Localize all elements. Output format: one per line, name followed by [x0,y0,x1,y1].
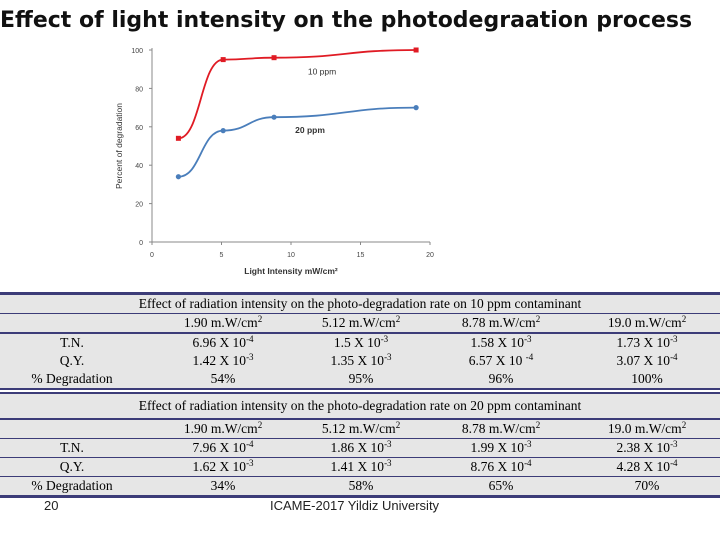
chart-canvas: 0 20 40 60 80 100 0 5 10 15 20 Percent of degradati… [114,47,434,276]
table-row: T.N. 7.96 X 10-4 1.86 X 10-3 1.99 X 10-3… [0,439,720,457]
row-label: Q.Y. [59,353,85,368]
table-cell: 6.96 X 10-4 [192,334,254,351]
data-point [220,128,226,134]
data-point [220,57,226,63]
table-cell: 34% [210,478,236,493]
header-cell: 5.12 m.W/cm2 [321,314,401,331]
row-label: Q.Y. [59,459,85,474]
series-label: 20 ppm [295,125,325,135]
x-tick-label: 10 [287,252,295,259]
degradation-chart: 0 20 40 60 80 100 0 5 10 15 20 Percent of degradati… [108,40,440,288]
series-line-10-ppm [178,49,417,140]
table-cell: 1.35 X 10-3 [330,352,392,369]
table-row: % Degradation 54% 95% 96% 100% [0,370,720,388]
header-cell: 1.90 m.W/cm2 [183,314,263,331]
table-cell: 1.86 X 10-3 [330,439,392,456]
footer-text: ICAME-2017 Yildiz University [270,498,440,513]
x-tick-label: 15 [357,252,365,259]
table-cell: 1.42 X 10-3 [192,352,254,369]
header-cell: 1.90 m.W/cm2 [183,420,263,437]
data-point [271,114,277,120]
table-cell: 96% [488,371,514,386]
x-tick-label: 5 [220,252,224,259]
table-cell: 4.28 X 10-4 [616,458,678,475]
header-cell: 8.78 m.W/cm2 [461,314,541,331]
table-cell: 1.5 X 10-3 [333,334,389,351]
table-cell: 6.57 X 10 -4 [468,352,534,369]
x-tick-label: 0 [150,252,154,259]
x-axis-label: Light Intensity mW/cm² [244,266,338,276]
table-10ppm: Effect of radiation intensity on the pho… [0,292,720,390]
slide-title: Effect of light intensity on the photode… [0,8,693,33]
table-cell: 95% [348,371,374,386]
header-cell: 19.0 m.W/cm2 [607,420,687,437]
table-cell: 1.73 X 10-3 [616,334,678,351]
data-point [175,135,181,141]
data-point [413,105,419,111]
table-cell: 100% [631,371,663,386]
series-line-20-ppm [178,106,417,178]
page-number: 20 [44,498,59,513]
y-tick-label: 80 [135,86,143,93]
table-cell: 65% [488,478,514,493]
y-tick-label: 40 [135,163,143,170]
y-axis-label: Percent of degradation [114,103,124,189]
table-row: % Degradation 34% 58% 65% 70% [0,477,720,495]
table-cell: 70% [634,478,660,493]
table-cell: 1.99 X 10-3 [470,439,532,456]
row-label: % Degradation [31,478,113,493]
data-point [271,55,277,61]
table-row: T.N. 6.96 X 10-4 1.5 X 10-3 1.58 X 10-3 … [0,334,720,352]
data-point [175,174,182,180]
series-label: 10 ppm [308,67,336,77]
table-cell: 1.41 X 10-3 [330,458,392,475]
y-tick-label: 100 [131,48,143,55]
table-cell: 8.76 X 10-4 [470,458,532,475]
row-label: T.N. [60,335,84,350]
table-header-row: 1.90 m.W/cm2 5.12 m.W/cm2 8.78 m.W/cm2 1… [0,420,720,438]
y-tick-label: 0 [139,240,143,247]
table-20ppm: Effect of radiation intensity on the pho… [0,392,720,498]
header-cell: 8.78 m.W/cm2 [461,420,541,437]
table-caption: Effect of radiation intensity on the pho… [0,394,720,418]
table-cell: 7.96 X 10-4 [192,439,254,456]
y-tick-label: 20 [135,202,143,209]
table-header-row: 1.90 m.W/cm2 5.12 m.W/cm2 8.78 m.W/cm2 1… [0,314,720,332]
table-cell: 2.38 X 10-3 [616,439,678,456]
table-cell: 54% [210,371,236,386]
table-row: Q.Y. 1.62 X 10-3 1.41 X 10-3 8.76 X 10-4… [0,458,720,476]
row-label: % Degradation [31,371,113,386]
table-cell: 1.62 X 10-3 [192,458,254,475]
data-point [413,47,419,53]
y-tick-label: 60 [135,125,143,132]
header-cell: 5.12 m.W/cm2 [321,420,401,437]
x-tick-label: 20 [426,252,434,259]
table-cell: 58% [348,478,374,493]
table-cell: 3.07 X 10-4 [616,352,678,369]
row-label: T.N. [60,440,84,455]
table-row: Q.Y. 1.42 X 10-3 1.35 X 10-3 6.57 X 10 -… [0,352,720,370]
table-cell: 1.58 X 10-3 [470,334,532,351]
table-caption: Effect of radiation intensity on the pho… [0,295,720,313]
header-cell: 19.0 m.W/cm2 [607,314,687,331]
